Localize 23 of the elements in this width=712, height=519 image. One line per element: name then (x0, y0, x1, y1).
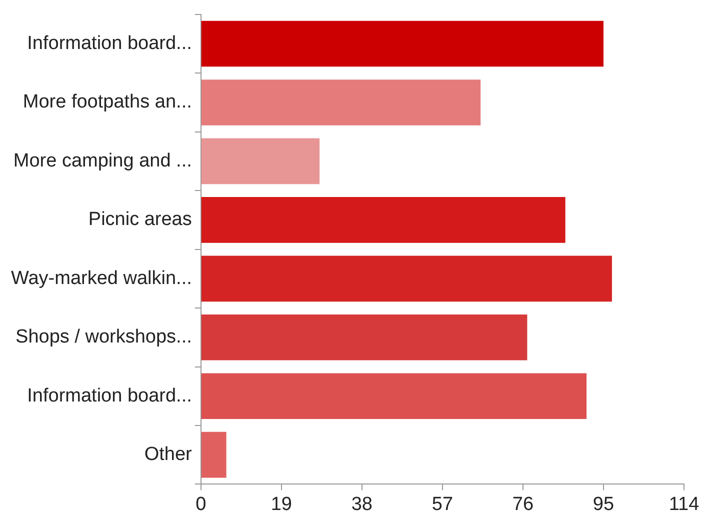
y-tick-label: More footpaths an... (22, 92, 192, 113)
bar (201, 432, 226, 478)
bar (201, 20, 604, 67)
bar (201, 373, 587, 420)
x-tick-label: 76 (512, 494, 534, 515)
bar (201, 256, 612, 302)
y-tick-label: Other (144, 444, 193, 466)
x-tick-label: 114 (668, 494, 700, 515)
x-tick-label: 0 (196, 494, 206, 515)
y-tick-label: More camping and ... (13, 150, 192, 172)
x-tick-label: 95 (592, 494, 614, 515)
y-tick-label: Way-marked walkin... (11, 268, 192, 289)
y-tick-label: Shops / workshops... (16, 326, 192, 348)
y-tick-label: Information board... (27, 385, 192, 406)
bar (201, 138, 320, 184)
bar (201, 80, 481, 126)
x-tick-label: 57 (432, 494, 454, 515)
x-tick-label: 19 (270, 494, 292, 515)
bar (201, 197, 566, 243)
x-tick-label: 38 (351, 494, 372, 515)
bar (201, 314, 528, 360)
y-tick-label: Information board... (27, 32, 192, 54)
y-tick-label: Picnic areas (88, 209, 192, 230)
